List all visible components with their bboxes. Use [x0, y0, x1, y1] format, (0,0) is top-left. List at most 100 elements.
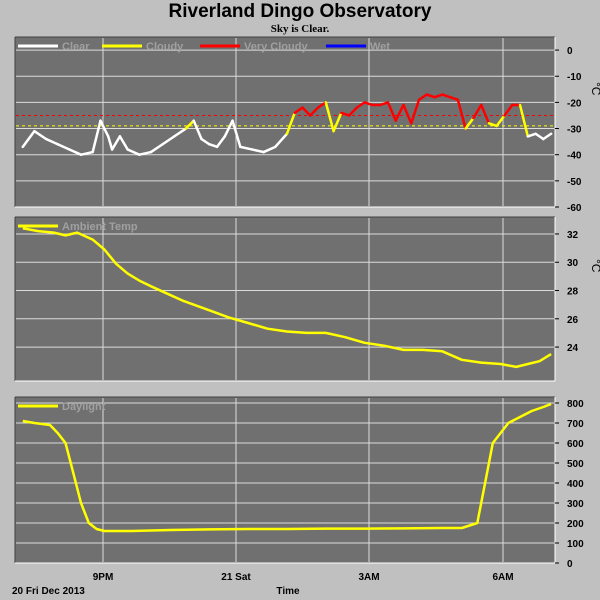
sky-temp-segment: [138, 150, 153, 156]
sky-temp-segment: [126, 148, 141, 156]
sky-temp-segment: [340, 111, 351, 117]
sky-temp-segment: [441, 93, 452, 99]
sky-temp-segment: [324, 101, 335, 133]
sky-temp-segment: [293, 106, 304, 115]
sky-temp-segment: [386, 101, 397, 122]
x-tick-label: 6AM: [492, 572, 513, 583]
sky-temp-segment: [68, 148, 83, 156]
plot-background: [15, 217, 555, 381]
sky-temp-segment: [472, 103, 483, 120]
sky-temp-segment: [433, 93, 444, 99]
y-tick-label: 24: [567, 343, 579, 354]
sky-temp-segment: [316, 101, 328, 109]
legend-label: Daylight: [62, 401, 106, 413]
y-tick-label: 32: [567, 230, 579, 241]
y-tick-label: 600: [567, 439, 584, 450]
y-tick-label: 400: [567, 479, 584, 490]
y-tick-label: -20: [567, 98, 582, 109]
sky-temp-segment: [363, 101, 374, 107]
sky-temp-segment: [106, 135, 114, 151]
sky-temp-segment: [301, 106, 312, 117]
sky-temp-segment: [215, 135, 227, 149]
sky-temp-segment: [262, 145, 277, 154]
sky-temp-segment: [231, 119, 242, 149]
chart-panel-1: 0 -10 -20 -30 -40 -50 -60 °C Clear Cloudy Very Clo…: [14, 36, 600, 214]
chart-panel-3: 800 700 600 500 400 300 200 100 0 Daylight: [14, 396, 584, 570]
sky-temp-segment: [417, 93, 429, 102]
plot-background: [15, 397, 555, 563]
sky-temp-segment: [149, 142, 164, 154]
sky-temp-segment: [33, 129, 48, 141]
y-tick-label: 30: [567, 258, 579, 269]
y-tick-label: 26: [567, 315, 579, 326]
plot-background: [15, 37, 555, 207]
x-tick-label: 3AM: [358, 572, 379, 583]
y-tick-label: 500: [567, 459, 584, 470]
sky-temp-segment: [378, 101, 390, 107]
sky-temp-segment: [285, 111, 296, 136]
sky-temp-segment: [118, 135, 129, 151]
page-title: Riverland Dingo Observatory: [168, 1, 432, 22]
y-unit-label: °C: [589, 259, 600, 273]
sky-temp-segment: [355, 101, 366, 109]
sky-temp-segment: [487, 122, 498, 128]
sky-temp-segment: [207, 142, 219, 149]
x-axis-title: Time: [276, 586, 300, 597]
x-tick-label: 21 Sat: [221, 572, 251, 583]
sky-temp-segment: [110, 135, 122, 151]
y-tick-label: 300: [567, 499, 584, 510]
sky-temp-segment: [21, 129, 36, 149]
sky-temp-segment: [425, 93, 436, 99]
y-tick-label: 100: [567, 539, 584, 550]
sky-temp-segment: [526, 132, 537, 138]
sky-temp-segment: [394, 103, 405, 122]
sky-status-subtitle: Sky is Clear.: [270, 23, 330, 35]
sky-temp-segment: [479, 103, 491, 125]
y-tick-label: 700: [567, 419, 584, 430]
y-tick-label: 800: [567, 399, 584, 410]
sky-temp-segment: [456, 98, 467, 130]
sky-temp-segment: [223, 119, 234, 138]
legend-label: Clear: [62, 41, 90, 53]
sky-temp-segment: [161, 135, 176, 146]
y-tick-label: 0: [567, 46, 573, 57]
sky-temp-segment: [402, 103, 413, 125]
sky-temp-segment: [250, 148, 265, 154]
sky-temp-segment: [192, 119, 203, 141]
chart-panel-2: 32 30 28 26 24 °C Ambient Temp: [14, 216, 600, 382]
legend-label: Wet: [370, 41, 390, 53]
sky-temp-segment: [274, 132, 289, 149]
daylight-line: [22, 402, 552, 533]
y-tick-label: 200: [567, 519, 584, 530]
sky-temp-segment: [99, 119, 110, 138]
sky-temp-segment: [56, 142, 71, 151]
legend-label: Cloudy: [146, 41, 184, 53]
sky-temp-segment: [309, 106, 320, 117]
x-tick-label: 9PM: [93, 572, 114, 583]
sky-temp-segment: [347, 106, 359, 117]
date-label: 20 Fri Dec 2013: [12, 586, 85, 597]
ambient-temp-line: [22, 227, 552, 369]
sky-temp-segment: [200, 137, 211, 146]
sky-temp-segment: [332, 111, 343, 133]
sky-temp-segment: [184, 119, 195, 130]
sky-temp-segment: [495, 114, 506, 128]
y-tick-label: -10: [567, 72, 582, 83]
sky-temp-segment: [91, 119, 102, 154]
legend-label: Very Cloudy: [244, 41, 308, 53]
y-tick-label: 28: [567, 287, 579, 298]
sky-temp-segment: [239, 145, 254, 151]
y-unit-label: °C: [589, 82, 600, 96]
sky-temp-segment: [534, 132, 545, 141]
sky-temp-segment: [518, 103, 530, 138]
legend-label: Ambient Temp: [62, 221, 138, 233]
sky-temp-segment: [464, 116, 475, 130]
sky-temp-segment: [448, 95, 460, 102]
y-tick-label: -50: [567, 177, 582, 188]
sky-temp-segment: [503, 103, 514, 117]
sky-temp-segment: [542, 132, 553, 141]
sky-temp-segment: [44, 137, 59, 146]
y-tick-label: -30: [567, 125, 582, 136]
y-tick-label: 0: [567, 559, 573, 570]
